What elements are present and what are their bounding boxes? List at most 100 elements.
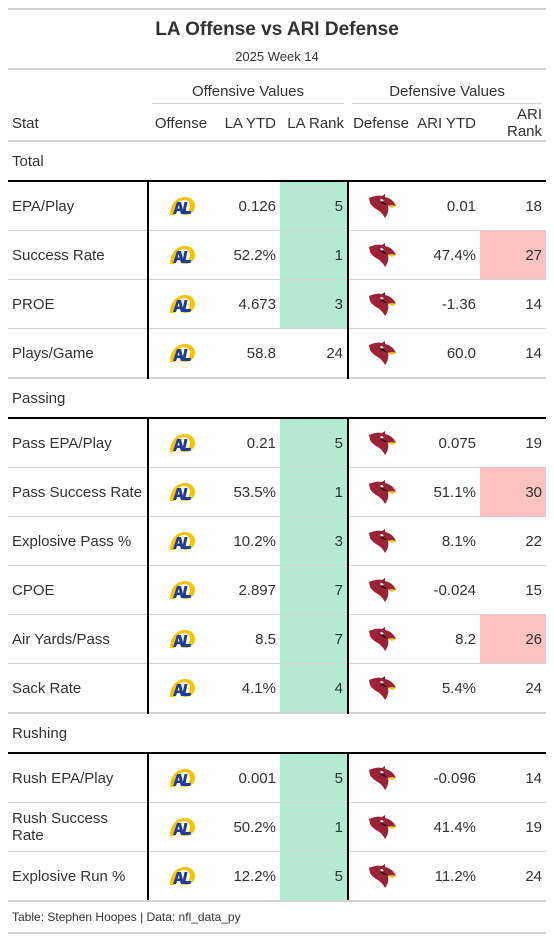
table-title: LA Offense vs ARI Defense xyxy=(155,19,399,40)
spanner-defensive-values: Defensive Values xyxy=(348,70,546,106)
defense-logo-cell xyxy=(347,230,415,280)
def-ytd-value: -0.024 xyxy=(414,565,481,615)
def-rank-value: 15 xyxy=(480,565,547,615)
table-row: Rush Success Rate 50.2% 1 41.4% 19 xyxy=(8,802,547,852)
rams-logo-icon xyxy=(169,434,195,452)
cardinals-logo-icon xyxy=(368,578,396,602)
off-ytd-value: 8.5 xyxy=(214,614,280,664)
col-header-off-rank: LA Rank xyxy=(280,106,349,142)
table-row: Success Rate 52.2% 1 47.4% 27 xyxy=(8,230,547,280)
def-rank-value: 24 xyxy=(525,867,543,885)
table-subtitle: 2025 Week 14 xyxy=(235,49,319,64)
stat-name: Success Rate xyxy=(8,230,149,280)
def-rank-value: 19 xyxy=(480,418,547,468)
stat-name: PROE xyxy=(8,279,149,329)
group-row: Rushing xyxy=(8,712,547,754)
defense-logo-cell xyxy=(347,418,415,468)
offense-logo-cell xyxy=(148,614,214,664)
group-row: Passing xyxy=(8,377,547,419)
stat-name: Sack Rate xyxy=(8,663,149,714)
cardinals-logo-icon xyxy=(368,480,396,504)
stat-name: Pass EPA/Play xyxy=(8,418,149,468)
def-ytd-value: -1.36 xyxy=(414,279,481,329)
cardinals-logo-icon xyxy=(368,243,396,267)
source-note: Table: Stephen Hoopes | Data: nfl_data_p… xyxy=(8,900,546,934)
table-row: Plays/Game 58.8 24 60.0 14 xyxy=(8,328,547,379)
cardinals-logo-icon xyxy=(368,864,396,888)
offense-logo-cell xyxy=(148,802,214,852)
table-row: Explosive Pass % 10.2% 3 8.1% 22 xyxy=(8,516,547,566)
off-rank-value: 5 xyxy=(280,851,349,900)
table-row: Pass Success Rate 53.5% 1 51.1% 30 xyxy=(8,467,547,517)
def-rank-value: 14 xyxy=(480,328,547,379)
defense-logo-cell xyxy=(347,663,415,714)
def-ytd-value: 60.0 xyxy=(414,328,481,379)
table-row: Explosive Run % 12.2% 5 11.2% 24 xyxy=(8,851,546,900)
group-label: Rushing xyxy=(8,712,547,754)
rams-logo-icon xyxy=(169,344,195,362)
def-rank-value: 19 xyxy=(480,802,547,852)
stat-name: Explosive Pass % xyxy=(8,516,149,566)
col-header-offense: Offense xyxy=(148,106,214,142)
table-row: Pass EPA/Play 0.21 5 0.075 19 xyxy=(8,418,547,468)
defense-logo-cell xyxy=(347,614,415,664)
stat-name: Rush EPA/Play xyxy=(8,753,149,803)
table-row: CPOE 2.897 7 -0.024 15 xyxy=(8,565,547,615)
defense-logo-cell xyxy=(347,279,415,329)
stat-name: Air Yards/Pass xyxy=(8,614,149,664)
group-row: Total xyxy=(8,141,547,182)
def-ytd-value: 8.1% xyxy=(414,516,481,566)
offense-logo-cell xyxy=(148,328,214,379)
def-rank-value: 26 xyxy=(480,614,547,664)
off-ytd-value: 58.8 xyxy=(214,328,280,379)
off-ytd-value: 50.2% xyxy=(214,802,280,852)
col-header-defense: Defense xyxy=(348,106,415,142)
off-rank-value: 1 xyxy=(280,230,349,280)
offense-logo-cell xyxy=(148,663,214,714)
cardinals-logo-icon xyxy=(368,194,396,218)
defense-logo-cell xyxy=(347,802,415,852)
off-ytd-value: 0.126 xyxy=(214,181,280,231)
def-ytd-value: 0.01 xyxy=(414,181,481,231)
off-ytd-value: 12.2% xyxy=(233,867,276,885)
off-ytd-value: 0.001 xyxy=(214,753,280,803)
stats-table: Offensive Values Defensive Values Stat O… xyxy=(8,70,547,900)
off-rank-value: 3 xyxy=(280,279,349,329)
rams-logo-icon xyxy=(169,818,195,836)
top-rule xyxy=(8,8,546,10)
off-rank-value: 5 xyxy=(280,181,349,231)
cardinals-logo-icon xyxy=(368,627,396,651)
off-ytd-value: 2.897 xyxy=(214,565,280,615)
def-ytd-value: 8.2 xyxy=(414,614,481,664)
def-rank-value: 18 xyxy=(480,181,547,231)
off-rank-value: 1 xyxy=(280,467,349,517)
col-header-off-ytd: LA YTD xyxy=(214,106,280,142)
defense-logo-cell xyxy=(347,181,415,231)
group-label: Passing xyxy=(8,377,547,419)
column-header-row: Stat Offense LA YTD LA Rank Defense ARI … xyxy=(8,106,547,142)
off-rank-value: 5 xyxy=(280,418,349,468)
table-row: Rush EPA/Play 0.001 5 -0.096 14 xyxy=(8,753,547,803)
cardinals-logo-icon xyxy=(368,676,396,700)
off-rank-value: 5 xyxy=(280,753,349,803)
rams-logo-icon xyxy=(169,630,195,648)
rams-logo-icon xyxy=(169,532,195,550)
col-header-def-rank: ARI Rank xyxy=(480,106,547,142)
table-row: Air Yards/Pass 8.5 7 8.2 26 xyxy=(8,614,547,664)
table-row: EPA/Play 0.126 5 0.01 18 xyxy=(8,181,547,231)
offense-logo-cell xyxy=(148,753,214,803)
off-ytd-value: 52.2% xyxy=(214,230,280,280)
rams-logo-icon xyxy=(169,581,195,599)
defense-logo-cell xyxy=(347,753,415,803)
stat-name: CPOE xyxy=(8,565,149,615)
offense-logo-cell xyxy=(148,418,214,468)
def-rank-value: 14 xyxy=(480,279,547,329)
rams-logo-icon xyxy=(169,246,195,264)
spanner-offensive-values: Offensive Values xyxy=(148,70,348,106)
def-rank-value: 14 xyxy=(480,753,547,803)
off-rank-value: 7 xyxy=(280,614,349,664)
off-ytd-value: 10.2% xyxy=(214,516,280,566)
cardinals-logo-icon xyxy=(368,292,396,316)
col-header-stat: Stat xyxy=(8,106,148,142)
col-header-def-ytd: ARI YTD xyxy=(414,106,481,142)
